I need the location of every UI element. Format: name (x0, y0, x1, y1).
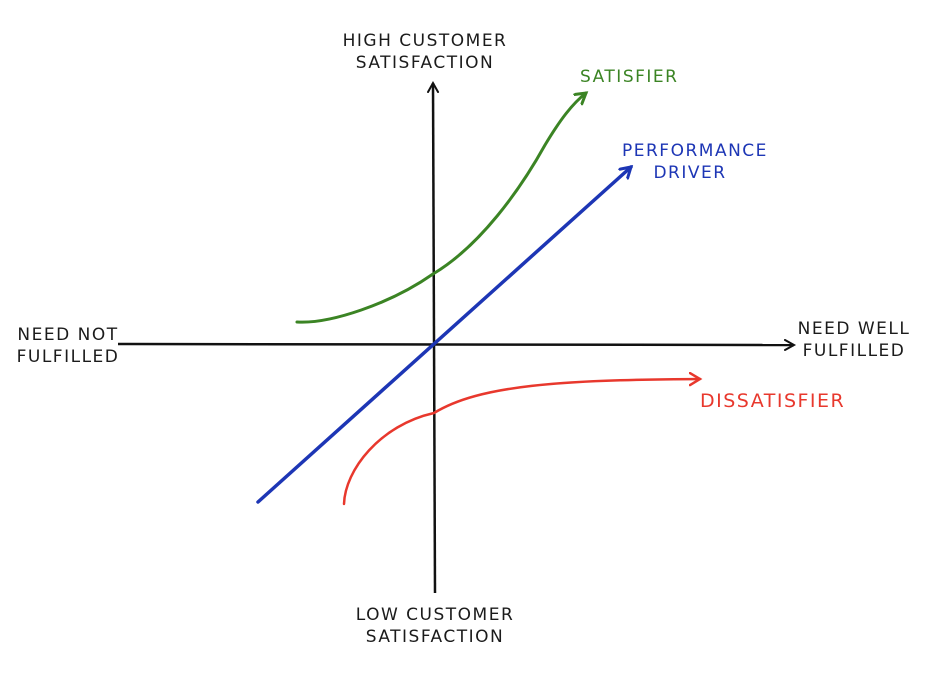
performance-label-line-1: PERFORMANCE (622, 141, 768, 161)
satisfier-label-text: SATISFIER (580, 67, 679, 87)
y-axis (427, 80, 440, 594)
y-bottom-line-1: LOW CUSTOMER (355, 605, 515, 625)
x-axis-left-label: NEED NOT FULFILLED (8, 324, 128, 368)
y-axis-top-label: HIGH CUSTOMER SATISFACTION (320, 30, 530, 74)
performance-driver-label: PERFORMANCE DRIVER (622, 140, 768, 184)
x-axis (117, 338, 797, 351)
dissatisfier-curve (342, 379, 700, 506)
satisfier-curve (295, 93, 586, 324)
x-left-line-2: FULFILLED (16, 347, 120, 367)
x-right-line-1: NEED WELL (797, 319, 911, 339)
performance-label-line-2: DRIVER (653, 163, 727, 183)
y-axis-bottom-label: LOW CUSTOMER SATISFACTION (330, 604, 540, 648)
x-axis-right-label: NEED WELL FULFILLED (796, 318, 912, 362)
x-right-line-2: FULFILLED (802, 341, 906, 361)
performance-driver-line (256, 167, 631, 504)
x-left-line-1: NEED NOT (17, 325, 119, 345)
y-bottom-line-2: SATISFACTION (365, 627, 505, 647)
dissatisfier-label-text: DISSATISFIER (700, 390, 846, 412)
y-top-line-1: HIGH CUSTOMER (342, 31, 508, 51)
y-top-line-2: SATISFACTION (355, 53, 495, 73)
dissatisfier-label: DISSATISFIER (700, 390, 845, 412)
satisfier-label: SATISFIER (580, 66, 678, 88)
